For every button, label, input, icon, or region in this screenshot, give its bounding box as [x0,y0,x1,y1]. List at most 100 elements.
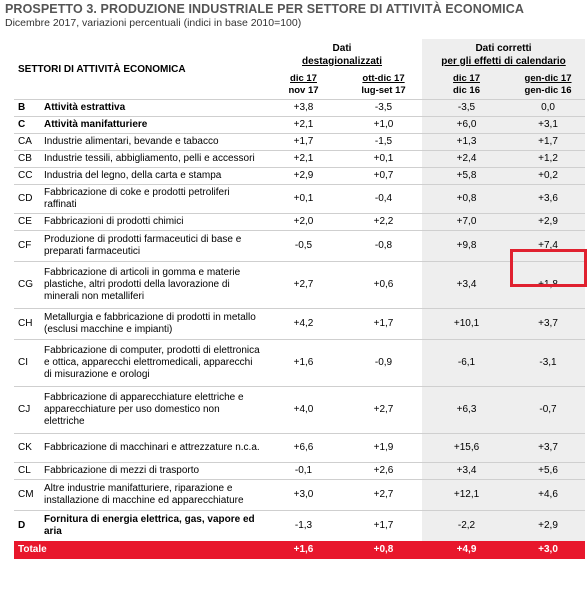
row-value-gendic17-gendic16: +4,6 [511,479,586,511]
table-row: CC Industria del legno, della carta e sta… [14,167,586,185]
row-value-ottdic-lugset: +1,0 [345,116,423,134]
table-row: CJ Fabbricazione di apparecchiature elett… [14,386,586,434]
row-value-dic17-dic16: -6,1 [422,339,512,387]
row-value-gendic17-gendic16: +3,6 [511,184,586,214]
table-row: CI Fabbricazione di computer, prodotti di… [14,339,586,387]
table-row: CB Industrie tessili, abbigliamento, pell… [14,150,586,168]
row-sector-name: Attività estrattiva [42,99,262,117]
table-row: CD Fabbricazione di coke e prodotti petro… [14,184,586,214]
row-value-dic17-nov17: -1,3 [262,510,345,542]
group2-line2: per gli effetti di calendario [441,55,566,67]
table-row: CM Altre industrie manifatturiere, ripara… [14,479,586,511]
row-sector-name: Industria del legno, della carta e stamp… [42,167,262,185]
row-value-dic17-nov17: +3,0 [262,479,345,511]
table-title: PROSPETTO 3. PRODUZIONE INDUSTRIALE PER … [5,2,524,16]
total-row: Totale +1,6 +0,8 +4,9 +3,0 [14,541,586,559]
group-header-calendar-adjusted: Dati corretti per gli effetti di calenda… [422,39,586,70]
row-value-dic17-dic16: +6,0 [422,116,512,134]
row-value-dic17-nov17: +4,2 [262,308,345,340]
row-code: C [14,116,42,134]
row-value-ottdic-lugset: -3,5 [345,99,423,117]
row-value-ottdic-lugset: +2,7 [345,386,423,434]
row-code: CD [14,184,42,214]
row-sector-name: Fabbricazione di mezzi di trasporto [42,462,262,480]
row-value-ottdic-lugset: -0,8 [345,230,423,262]
total-code: Totale [14,541,262,559]
row-value-dic17-dic16: -3,5 [422,99,512,117]
row-code: CA [14,133,42,151]
table-row: CH Metallurgia e fabbricazione di prodott… [14,308,586,340]
row-value-ottdic-lugset: +1,7 [345,510,423,542]
table-row: CK Fabbricazione di macchinari e attrezza… [14,433,586,463]
group1-line1: Dati [332,42,352,54]
table-row: C Attività manifatturiere +2,1 +1,0 +6,0 +3,1 [14,116,586,134]
row-value-dic17-dic16: -2,2 [422,510,512,542]
row-code: B [14,99,42,117]
row-value-dic17-dic16: +15,6 [422,433,512,463]
row-value-dic17-nov17: +1,7 [262,133,345,151]
row-sector-name: Industrie tessili, abbigliamento, pelli … [42,150,262,168]
row-value-gendic17-gendic16: +3,7 [511,308,586,340]
table-row: CE Fabbricazioni di prodotti chimici +2,0 +… [14,213,586,231]
col4-header: gen-dic 17 gen-dic 16 [511,70,586,100]
total-value-dic17-dic16: +4,9 [422,541,512,559]
row-value-ottdic-lugset: -0,4 [345,184,423,214]
row-value-ottdic-lugset: -1,5 [345,133,423,151]
row-value-dic17-dic16: +1,3 [422,133,512,151]
group-header-seasonally-adjusted: Dati destagionalizzati [262,39,422,70]
sector-header: SETTORI DI ATTIVITÀ ECONOMICA [18,63,186,75]
row-sector-name: Fornitura di energia elettrica, gas, vap… [42,510,262,542]
production-table: SETTORI DI ATTIVITÀ ECONOMICA Dati desta… [14,39,586,559]
highlight-box [510,249,587,287]
row-value-dic17-nov17: -0,5 [262,230,345,262]
table-row: CG Fabbricazione di articoli in gomma e m… [14,261,586,309]
row-value-dic17-nov17: -0,1 [262,462,345,480]
row-value-gendic17-gendic16: -0,7 [511,386,586,434]
row-value-ottdic-lugset: +2,2 [345,213,423,231]
row-value-ottdic-lugset: +0,7 [345,167,423,185]
row-code: CC [14,167,42,185]
col3-header: dic 17 dic 16 [422,70,512,100]
row-value-dic17-nov17: +2,1 [262,150,345,168]
total-value-gendic17-gendic16: +3,0 [511,541,586,559]
row-value-dic17-dic16: +12,1 [422,479,512,511]
row-sector-name: Altre industrie manifatturiere, riparazi… [42,479,262,511]
row-code: CH [14,308,42,340]
row-value-ottdic-lugset: +1,7 [345,308,423,340]
row-sector-name: Metallurgia e fabbricazione di prodotti … [42,308,262,340]
row-value-dic17-nov17: +4,0 [262,386,345,434]
row-value-dic17-dic16: +7,0 [422,213,512,231]
row-code: CJ [14,386,42,434]
total-value-dic17-nov17: +1,6 [262,541,345,559]
table-row: B Attività estrattiva +3,8 -3,5 -3,5 0,0 [14,99,586,117]
row-code: CL [14,462,42,480]
row-value-ottdic-lugset: +2,6 [345,462,423,480]
row-value-gendic17-gendic16: +0,2 [511,167,586,185]
row-sector-name: Fabbricazione di apparecchiature elettri… [42,386,262,434]
row-sector-name: Attività manifatturiere [42,116,262,134]
row-sector-name: Fabbricazioni di prodotti chimici [42,213,262,231]
row-code: CF [14,230,42,262]
row-sector-name: Fabbricazione di articoli in gomma e mat… [42,261,262,309]
row-value-dic17-dic16: +9,8 [422,230,512,262]
group1-line2: destagionalizzati [302,55,383,67]
row-code: CE [14,213,42,231]
row-code: CI [14,339,42,387]
row-value-dic17-nov17: +2,1 [262,116,345,134]
row-code: CG [14,261,42,309]
row-value-dic17-dic16: +0,8 [422,184,512,214]
row-value-gendic17-gendic16: -3,1 [511,339,586,387]
group2-line1: Dati corretti [475,42,532,54]
row-value-dic17-nov17: +2,7 [262,261,345,309]
row-value-ottdic-lugset: -0,9 [345,339,423,387]
col1-header: dic 17 nov 17 [288,72,319,96]
row-value-gendic17-gendic16: 0,0 [511,99,586,117]
row-value-dic17-dic16: +2,4 [422,150,512,168]
row-value-dic17-dic16: +3,4 [422,261,512,309]
total-value-ottdic-lugset: +0,8 [345,541,423,559]
row-value-dic17-nov17: +3,8 [262,99,345,117]
row-value-dic17-nov17: +6,6 [262,433,345,463]
row-value-dic17-dic16: +6,3 [422,386,512,434]
col2-header: ott-dic 17 lug-set 17 [361,72,406,96]
row-sector-name: Produzione di prodotti farmaceutici di b… [42,230,262,262]
